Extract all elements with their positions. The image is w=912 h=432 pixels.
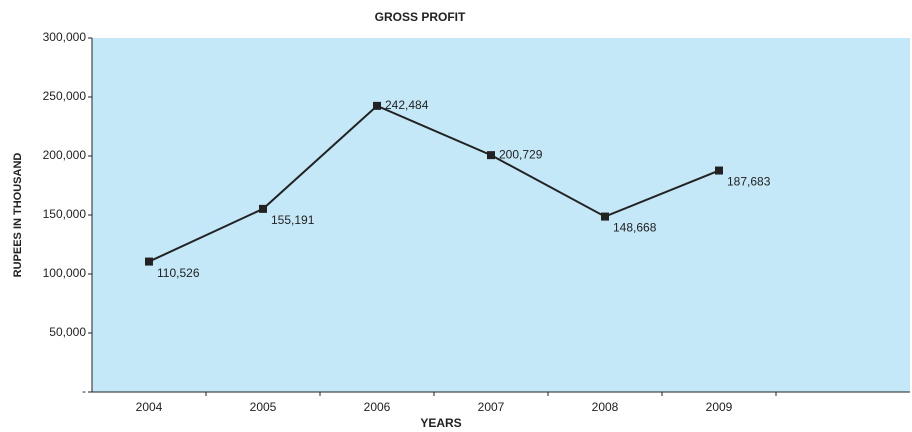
marker [373,101,381,110]
marker [601,212,609,221]
x-tick-label: 2006 [364,400,391,414]
chart-title: GROSS PROFIT [375,10,466,24]
marker [145,257,153,266]
data-label: 155,191 [271,213,315,227]
marker [487,151,495,160]
data-label: 187,683 [727,175,771,189]
x-axis-label: YEARS [420,416,461,430]
y-tick-label: 100,000 [43,266,87,280]
marker [715,166,723,175]
y-tick-label: 50,000 [49,325,86,339]
data-label: 242,484 [385,98,429,112]
line [148,104,720,263]
y-tick-label: 250,000 [43,89,87,103]
y-tick-label: - [82,384,86,398]
marker [259,204,267,213]
y-tick-label: 150,000 [43,207,87,221]
x-tick-label: 2009 [706,400,733,414]
x-tick-label: 2007 [478,400,505,414]
y-tick-label: 200,000 [43,148,87,162]
y-axis-label: RUPEES IN THOUSAND [12,153,24,278]
x-tick-label: 2005 [250,400,277,414]
data-label: 110,526 [157,266,200,280]
data-label: 200,729 [499,147,543,161]
data-label: 148,668 [613,221,657,235]
x-tick-label: 2008 [592,400,619,414]
y-tick-label: 300,000 [43,30,87,44]
x-tick-label: 2004 [136,400,163,414]
plot-area [92,38,910,392]
